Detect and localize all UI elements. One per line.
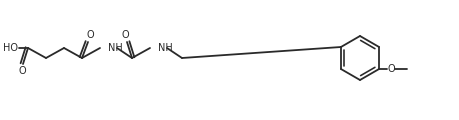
Text: O: O bbox=[121, 30, 129, 40]
Text: NH: NH bbox=[108, 43, 123, 53]
Text: NH: NH bbox=[157, 43, 173, 53]
Text: O: O bbox=[86, 30, 94, 40]
Text: O: O bbox=[386, 64, 394, 74]
Text: O: O bbox=[18, 66, 26, 76]
Text: HO: HO bbox=[3, 43, 18, 53]
